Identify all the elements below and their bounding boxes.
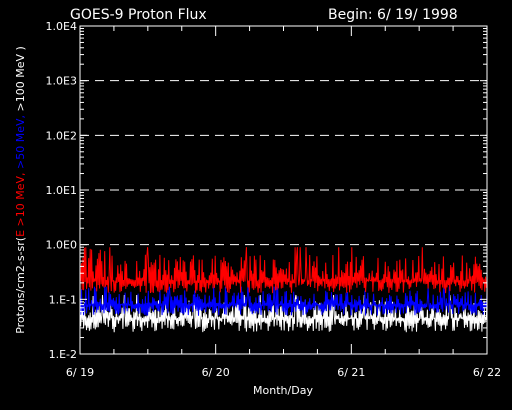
y-axis: 1.E-2 1.E-1 1.0E0 1.0E1 1.0E2 1.0E3 1.0E4 bbox=[46, 20, 487, 361]
series-line bbox=[79, 247, 488, 294]
y-axis-label-part: Protons/cm2-s-sr( bbox=[14, 237, 27, 334]
y-tick-label: 1.E-2 bbox=[49, 348, 77, 361]
chart-subtitle: Begin: 6/ 19/ 1998 bbox=[328, 7, 458, 23]
series-layer bbox=[79, 247, 488, 333]
x-tick-label: 6/ 19 bbox=[66, 366, 94, 379]
x-axis-label: Month/Day bbox=[253, 384, 313, 397]
y-tick-label: 1.0E3 bbox=[46, 75, 77, 88]
x-tick-label: 6/ 20 bbox=[202, 366, 230, 379]
x-axis: 6/ 19 6/ 20 6/ 21 6/ 22 bbox=[66, 26, 501, 379]
x-tick-label: 6/ 22 bbox=[473, 366, 501, 379]
series-line bbox=[79, 286, 488, 316]
y-axis-label-part: >100 MeV ) bbox=[14, 46, 27, 115]
x-tick-label: 6/ 21 bbox=[337, 366, 365, 379]
y-tick-label: 1.0E1 bbox=[46, 184, 77, 197]
y-axis-label-part: >50 MeV, bbox=[14, 115, 27, 173]
y-tick-label: 1.0E2 bbox=[46, 129, 77, 142]
grid-lines bbox=[80, 80, 487, 246]
chart-title: GOES-9 Proton Flux bbox=[70, 7, 207, 23]
y-axis-label-part: E >10 MeV, bbox=[14, 172, 27, 236]
series-line bbox=[79, 294, 488, 333]
y-tick-label: 1.E-1 bbox=[49, 293, 77, 306]
y-axis-label: Protons/cm2-s-sr(E >10 MeV, >50 MeV, >10… bbox=[14, 46, 27, 334]
y-tick-label: 1.0E0 bbox=[46, 239, 77, 252]
y-tick-label: 1.0E4 bbox=[46, 20, 77, 33]
